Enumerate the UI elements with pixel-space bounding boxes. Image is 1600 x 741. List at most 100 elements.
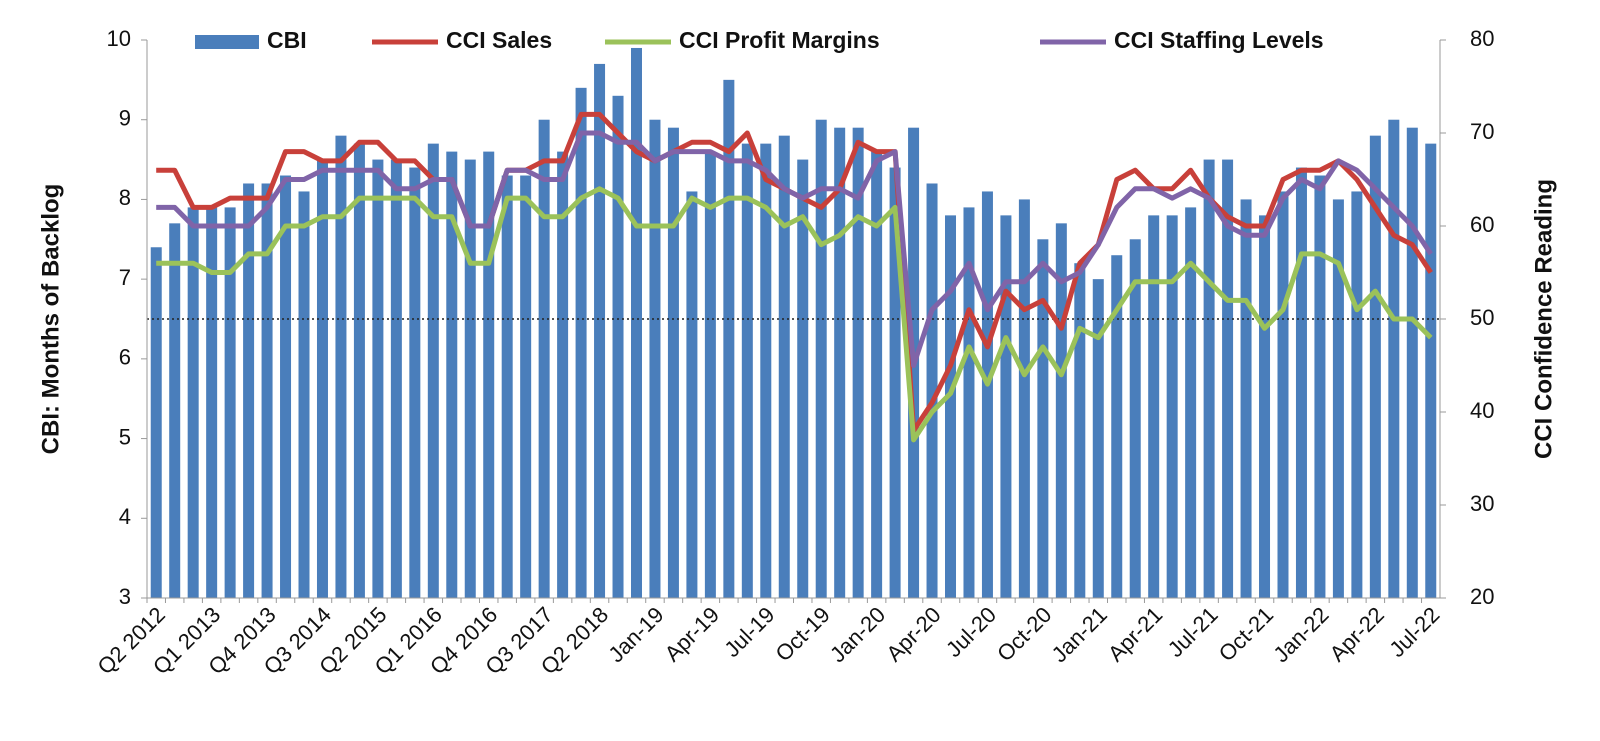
bar [1111, 255, 1123, 598]
bar [1332, 199, 1344, 598]
bar [1166, 215, 1178, 598]
y-axis-title: CBI: Months of Backlog [37, 184, 64, 455]
bar [409, 167, 421, 599]
bar [1240, 199, 1252, 598]
bar [206, 207, 218, 598]
bar [1148, 215, 1160, 598]
y-tick-label: 8 [119, 185, 131, 210]
y-tick-label: 4 [119, 504, 131, 529]
y-tick-label: 7 [119, 265, 131, 290]
bar [243, 183, 255, 598]
y2-tick-label: 80 [1470, 26, 1494, 51]
bar [1185, 207, 1197, 598]
bar [557, 151, 569, 598]
x-tick-label: Jul-22 [1384, 602, 1444, 662]
bar [372, 159, 384, 599]
bar [446, 151, 458, 598]
bar [169, 223, 181, 599]
x-tick-label: Jan-20 [825, 602, 890, 667]
bar [187, 207, 199, 598]
bar [926, 183, 938, 598]
bar [1406, 127, 1418, 598]
bar [1074, 263, 1086, 598]
bar [612, 95, 624, 599]
legend-label: CBI [267, 27, 307, 53]
bar [741, 143, 753, 598]
x-tick-label: Oct-20 [992, 602, 1056, 666]
y2-tick-label: 40 [1470, 398, 1494, 423]
bar [1037, 239, 1049, 599]
bar [316, 159, 328, 599]
line [156, 130, 1433, 368]
bar [594, 63, 606, 598]
bar [797, 159, 809, 599]
bar [427, 143, 439, 598]
line [156, 111, 1433, 434]
legend-label: CCI Sales [446, 27, 552, 53]
y2-tick-label: 50 [1470, 305, 1494, 330]
bar [630, 47, 642, 598]
bar [298, 191, 310, 598]
bar [1222, 159, 1234, 599]
bar [649, 119, 661, 598]
bar [1129, 239, 1141, 599]
bar [150, 247, 162, 598]
line [156, 186, 1433, 443]
x-tick-label: Apr-22 [1325, 602, 1389, 666]
y-tick-label: 5 [119, 424, 131, 449]
bar [686, 191, 698, 598]
bar [1018, 199, 1030, 598]
bar [1055, 223, 1067, 599]
bar [723, 79, 735, 599]
bar [1203, 159, 1215, 599]
bar [353, 143, 365, 598]
bar [704, 151, 716, 598]
x-tick-label: Jan-21 [1047, 602, 1112, 667]
x-tick-label: Apr-19 [660, 602, 724, 666]
bar [667, 127, 679, 598]
bar [261, 183, 273, 598]
x-tick-label: Oct-19 [770, 602, 834, 666]
bar [1092, 279, 1104, 598]
bar [224, 207, 236, 598]
bar [889, 167, 901, 599]
y-tick-label: 3 [119, 584, 131, 609]
y2-tick-label: 60 [1470, 212, 1494, 237]
bar [852, 127, 864, 598]
bar [1425, 143, 1437, 598]
bar [1351, 191, 1363, 598]
bar [1369, 135, 1381, 598]
y2-tick-label: 70 [1470, 119, 1494, 144]
y-tick-label: 10 [107, 26, 131, 51]
bar [981, 191, 993, 598]
x-tick-label: Apr-21 [1103, 602, 1167, 666]
legend-label: CCI Profit Margins [679, 27, 880, 53]
x-tick-label: Jul-19 [719, 602, 779, 662]
bar [1388, 119, 1400, 598]
x-tick-label: Jul-20 [941, 602, 1001, 662]
bar [1314, 175, 1326, 598]
bar [335, 135, 347, 598]
bar [1277, 191, 1289, 598]
bar [464, 159, 476, 599]
y-tick-label: 6 [119, 345, 131, 370]
bar [963, 207, 975, 598]
legend-swatch [195, 35, 259, 49]
y2-tick-label: 30 [1470, 491, 1494, 516]
bar [760, 143, 772, 598]
bar [501, 175, 513, 598]
bar [538, 119, 550, 598]
x-tick-label: Oct-21 [1214, 602, 1278, 666]
bar [945, 215, 957, 598]
bar [1295, 167, 1307, 599]
bar [575, 87, 587, 598]
bar [778, 135, 790, 598]
x-tick-label: Jan-22 [1268, 602, 1333, 667]
bar [280, 175, 292, 598]
bar [483, 151, 495, 598]
bar [390, 159, 402, 599]
x-tick-label: Apr-20 [881, 602, 945, 666]
x-tick-label: Jan-19 [603, 602, 668, 667]
bar [1259, 215, 1271, 598]
